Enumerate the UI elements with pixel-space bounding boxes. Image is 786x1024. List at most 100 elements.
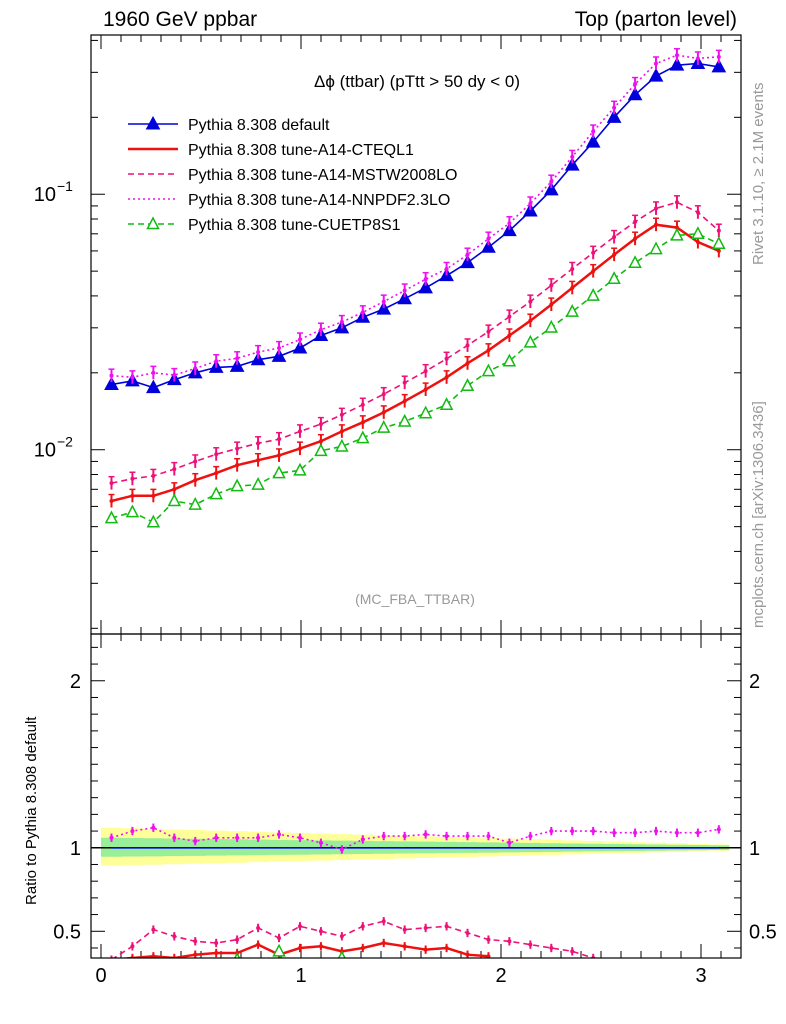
data-point xyxy=(337,950,346,958)
data-point xyxy=(130,375,135,380)
data-point xyxy=(465,930,470,935)
data-point xyxy=(695,240,700,245)
data-point xyxy=(297,924,302,929)
data-point xyxy=(444,356,449,361)
data-point xyxy=(146,379,161,394)
header-left: 1960 GeV ppbar xyxy=(103,8,257,31)
data-point xyxy=(402,927,407,932)
data-point xyxy=(423,947,428,952)
data-point xyxy=(151,927,156,932)
mcplots-label: mcplots.cern.ch [arXiv:1306.3436] xyxy=(750,401,767,628)
data-point xyxy=(339,847,344,852)
data-point xyxy=(214,471,219,476)
data-point xyxy=(549,945,554,950)
data-point xyxy=(654,829,659,834)
data-point xyxy=(507,314,512,319)
series-line xyxy=(111,201,720,484)
data-point xyxy=(318,840,323,845)
data-point xyxy=(444,266,449,271)
data-point xyxy=(528,942,533,947)
data-point xyxy=(339,429,344,434)
data-point xyxy=(151,825,156,830)
data-point xyxy=(277,832,282,837)
data-point xyxy=(586,288,600,301)
data-point xyxy=(193,939,198,944)
data-point xyxy=(360,402,365,407)
header-right: Top (parton level) xyxy=(575,8,737,31)
data-point xyxy=(104,510,119,524)
data-point xyxy=(214,950,219,955)
data-point xyxy=(465,343,470,348)
lower-frame xyxy=(90,633,742,959)
legend-label: Pythia 8.308 tune-A14-NNPDF2.3LO xyxy=(188,192,450,209)
data-point xyxy=(507,840,512,845)
data-point xyxy=(381,299,386,304)
ratio-tick-label: 2 xyxy=(70,671,81,693)
data-point xyxy=(318,422,323,427)
series-group xyxy=(108,217,722,508)
data-point xyxy=(549,179,554,184)
data-point xyxy=(606,109,622,123)
data-point xyxy=(130,476,135,481)
data-point xyxy=(193,952,198,957)
data-point xyxy=(272,943,286,957)
data-point xyxy=(250,351,266,366)
series-group xyxy=(108,195,722,490)
rivet-label: Rivet 3.1.10, ≥ 2.1M events xyxy=(750,83,767,266)
data-point xyxy=(256,350,261,355)
x-tick-label: 1 xyxy=(295,965,306,987)
legend-label: Pythia 8.308 default xyxy=(188,117,330,134)
data-point xyxy=(654,206,659,211)
data-point xyxy=(381,410,386,415)
data-point xyxy=(256,441,261,446)
data-point xyxy=(591,250,596,255)
data-point xyxy=(523,202,538,217)
data-point xyxy=(565,304,579,317)
data-point xyxy=(292,340,308,354)
x-tick-label: 0 xyxy=(95,965,106,987)
data-point xyxy=(716,827,721,832)
data-point xyxy=(397,290,413,305)
data-point xyxy=(318,944,323,949)
data-point xyxy=(146,514,161,528)
upper-panel: 10−210−11 xyxy=(34,34,742,635)
data-point xyxy=(612,105,617,110)
data-point xyxy=(674,830,679,835)
data-point xyxy=(486,937,491,942)
data-point xyxy=(356,430,370,444)
data-point xyxy=(633,236,638,241)
data-point xyxy=(465,252,470,257)
data-point xyxy=(649,241,663,255)
data-point xyxy=(654,61,659,66)
legend-item: Pythia 8.308 default xyxy=(128,115,330,134)
y-tick-label: 10 xyxy=(34,184,56,206)
data-point xyxy=(716,228,721,233)
data-point xyxy=(297,337,302,342)
data-point xyxy=(633,219,638,224)
data-point xyxy=(633,830,638,835)
y-tick-exponent: −1 xyxy=(57,178,73,194)
x-tick-label: 3 xyxy=(695,965,706,987)
data-point xyxy=(402,399,407,404)
data-point xyxy=(172,487,177,492)
data-point xyxy=(528,299,533,304)
data-point xyxy=(151,954,156,958)
data-point xyxy=(360,420,365,425)
data-point xyxy=(339,320,344,325)
ratio-ylabel: Ratio to Pythia 8.308 default xyxy=(23,716,40,905)
data-point xyxy=(570,829,575,834)
data-point xyxy=(628,255,642,269)
data-point xyxy=(146,216,160,230)
data-point xyxy=(109,373,114,378)
data-point xyxy=(418,405,433,419)
data-point xyxy=(381,919,386,924)
data-point xyxy=(297,446,302,451)
data-point xyxy=(130,944,135,949)
data-point xyxy=(612,252,617,257)
watermark: (MC_FBA_TTBAR) xyxy=(355,591,475,607)
data-point xyxy=(460,254,475,269)
data-point xyxy=(256,835,261,840)
data-point xyxy=(716,54,721,59)
data-point xyxy=(104,376,119,391)
data-point xyxy=(648,68,664,82)
